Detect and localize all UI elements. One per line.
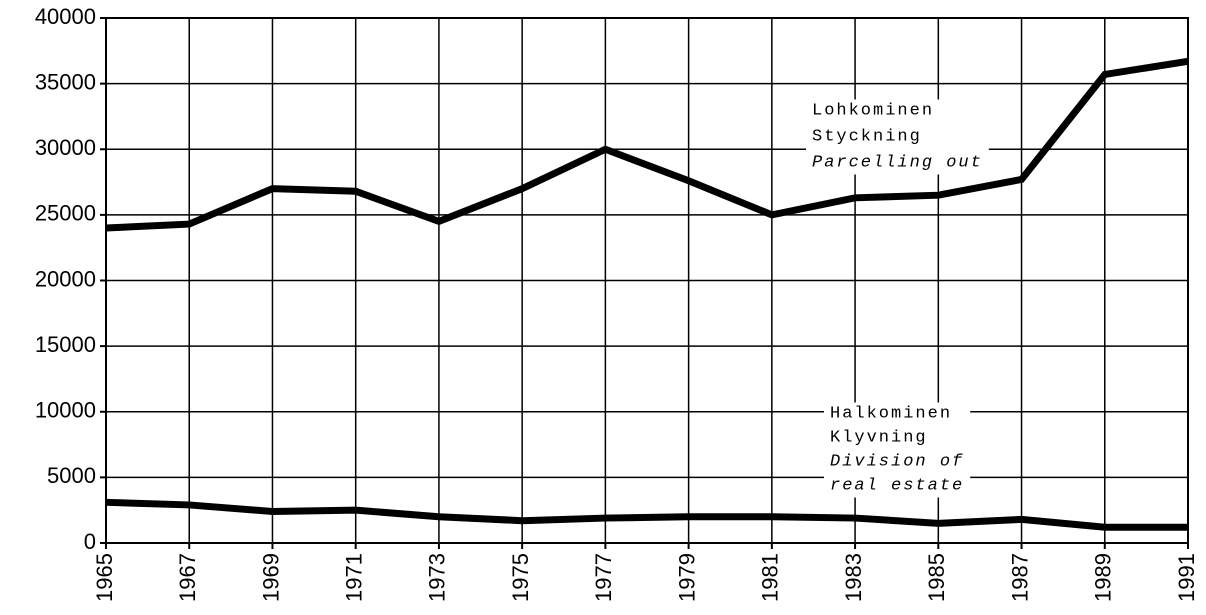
- annotation: Lohkominen Styckning Parcelling out: [806, 99, 989, 175]
- x-tick-label: 1987: [1007, 553, 1032, 602]
- annotation-text: Styckning: [812, 127, 922, 146]
- annotation-text: Division of: [830, 452, 964, 471]
- x-tick-label: 1983: [841, 553, 866, 602]
- annotation-text: Halkominen: [830, 404, 952, 423]
- x-tick-label: 1979: [674, 553, 699, 602]
- annotation-text: Lohkominen: [812, 101, 934, 120]
- x-tick-label: 1973: [425, 553, 450, 602]
- annotation-bg: [824, 402, 971, 498]
- y-tick-label: 5000: [47, 463, 96, 488]
- x-tick-label: 1969: [258, 553, 283, 602]
- annotation-text: Parcelling out: [812, 153, 983, 172]
- y-tick-label: 0: [84, 529, 96, 554]
- x-tick-label: 1991: [1174, 553, 1199, 602]
- y-tick-label: 35000: [35, 69, 96, 94]
- x-tick-label: 1981: [758, 553, 783, 602]
- y-tick-label: 20000: [35, 266, 96, 291]
- annotation-bg: [806, 99, 989, 175]
- y-tick-label: 30000: [35, 135, 96, 160]
- y-tick-label: 25000: [35, 201, 96, 226]
- annotation-text: real estate: [830, 476, 964, 495]
- x-tick-label: 1985: [924, 553, 949, 602]
- plot-frame: [105, 17, 1189, 544]
- annotation: Halkominen Klyvning Division of real estate: [824, 402, 971, 498]
- x-tick-label: 1967: [175, 553, 200, 602]
- annotation-text: Klyvning: [830, 428, 928, 447]
- x-tick-label: 1989: [1091, 553, 1116, 602]
- x-tick-label: 1971: [342, 553, 367, 602]
- y-tick-label: 10000: [35, 398, 96, 423]
- x-tick-label: 1965: [92, 553, 117, 602]
- y-tick-label: 15000: [35, 332, 96, 357]
- x-tick-label: 1977: [591, 553, 616, 602]
- line: [105, 498, 1188, 531]
- y-tick-label: 40000: [35, 4, 96, 29]
- x-tick-label: 1975: [508, 553, 533, 602]
- line: [105, 57, 1189, 232]
